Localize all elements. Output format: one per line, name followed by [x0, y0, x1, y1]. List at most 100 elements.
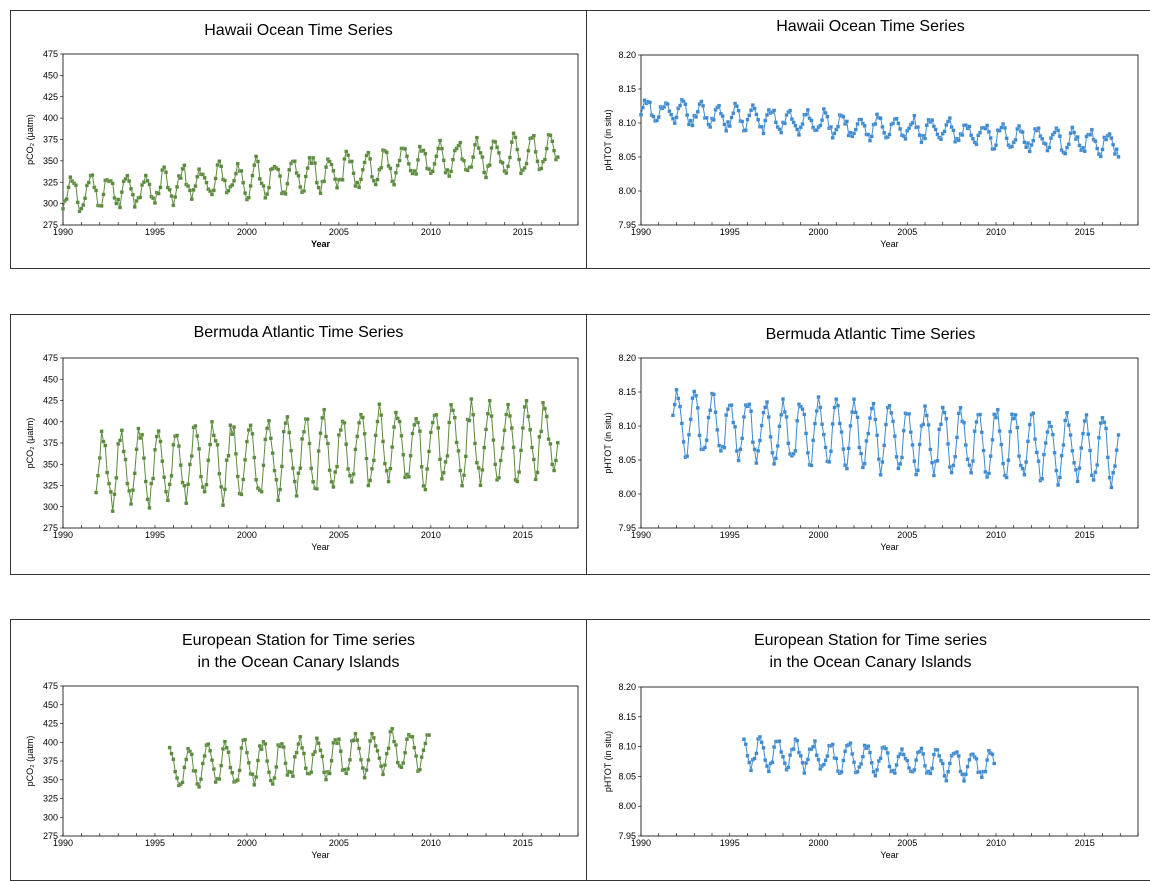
data-point: [217, 159, 222, 164]
data-point: [848, 741, 853, 746]
data-point: [679, 421, 684, 426]
data-point: [990, 752, 995, 757]
data-point: [381, 439, 386, 444]
data-point: [410, 171, 415, 176]
data-point: [718, 448, 723, 453]
data-point: [812, 739, 817, 744]
data-point: [219, 164, 224, 169]
x-axis-label: Year: [880, 542, 898, 552]
data-point: [215, 442, 220, 447]
data-point: [1100, 415, 1105, 420]
y-tick-label: 425: [43, 396, 58, 406]
data-point: [390, 445, 395, 450]
data-point: [160, 459, 165, 464]
data-point: [662, 104, 667, 109]
data-point: [187, 749, 192, 754]
data-point: [823, 758, 828, 763]
data-point: [274, 477, 279, 482]
data-point: [740, 119, 745, 124]
data-point: [355, 738, 360, 743]
data-point: [316, 185, 321, 190]
data-point: [702, 445, 707, 450]
data-point: [1031, 138, 1036, 143]
data-point: [517, 157, 522, 162]
data-point: [99, 429, 104, 434]
data-point: [681, 439, 686, 444]
data-point: [250, 173, 255, 178]
data-point: [114, 201, 119, 206]
data-point: [309, 466, 314, 471]
data-point: [827, 459, 832, 464]
data-point: [371, 178, 376, 183]
data-point: [171, 203, 176, 208]
data-point: [530, 445, 535, 450]
data-point: [412, 422, 417, 427]
data-point: [832, 131, 837, 136]
data-point: [704, 438, 709, 443]
data-point: [960, 132, 965, 137]
x-tick-label: 2015: [513, 530, 533, 540]
data-point: [252, 782, 257, 787]
data-point: [1102, 420, 1107, 425]
data-point: [272, 468, 277, 473]
data-point: [933, 127, 938, 132]
data-point: [678, 103, 683, 108]
data-point: [243, 737, 248, 742]
data-point: [1056, 128, 1061, 133]
data-point: [1047, 145, 1052, 150]
data-point: [235, 161, 240, 166]
data-point: [463, 454, 468, 459]
data-point: [320, 415, 325, 420]
data-point: [138, 435, 143, 440]
data-point: [875, 112, 880, 117]
chart-panel-bats-pco2: Bermuda Atlantic Time Series 1990 1995 200…: [10, 314, 587, 575]
data-point: [552, 148, 557, 153]
data-point: [305, 166, 310, 171]
data-point: [722, 445, 727, 450]
data-point: [944, 416, 949, 421]
data-point: [786, 441, 791, 446]
data-point: [439, 476, 444, 481]
data-point: [370, 731, 375, 736]
data-point: [777, 739, 782, 744]
x-tick-label: 1995: [145, 838, 165, 848]
data-point: [855, 415, 860, 420]
data-point: [502, 169, 507, 174]
data-point: [1093, 470, 1098, 475]
data-point: [261, 183, 266, 188]
data-point: [112, 492, 117, 497]
data-point: [471, 155, 476, 160]
data-point: [351, 171, 356, 176]
data-point: [467, 418, 472, 423]
data-point: [427, 733, 432, 738]
data-point: [1079, 446, 1084, 451]
data-point: [392, 425, 397, 430]
data-point: [1077, 143, 1082, 148]
data-point: [869, 134, 874, 139]
data-point: [287, 430, 292, 435]
data-point: [331, 168, 336, 173]
data-point: [859, 761, 864, 766]
x-tick-label: 2000: [808, 530, 828, 540]
data-point: [279, 464, 284, 469]
data-point: [795, 418, 800, 423]
data-point: [1114, 448, 1119, 453]
data-point: [232, 178, 237, 183]
data-point: [754, 112, 759, 117]
data-point: [1107, 132, 1112, 137]
data-point: [869, 406, 874, 411]
x-tick-label: 2015: [1075, 530, 1095, 540]
data-point: [542, 157, 547, 162]
data-point: [162, 475, 167, 480]
x-axis-label: Year: [311, 850, 329, 860]
data-point: [694, 114, 699, 119]
data-point: [750, 103, 755, 108]
data-point: [79, 206, 84, 211]
data-point: [368, 738, 373, 743]
data-point: [123, 176, 128, 181]
data-point: [415, 420, 420, 425]
data-point: [72, 181, 77, 186]
data-point: [1088, 132, 1093, 137]
data-point: [978, 130, 983, 135]
data-point: [342, 156, 347, 161]
